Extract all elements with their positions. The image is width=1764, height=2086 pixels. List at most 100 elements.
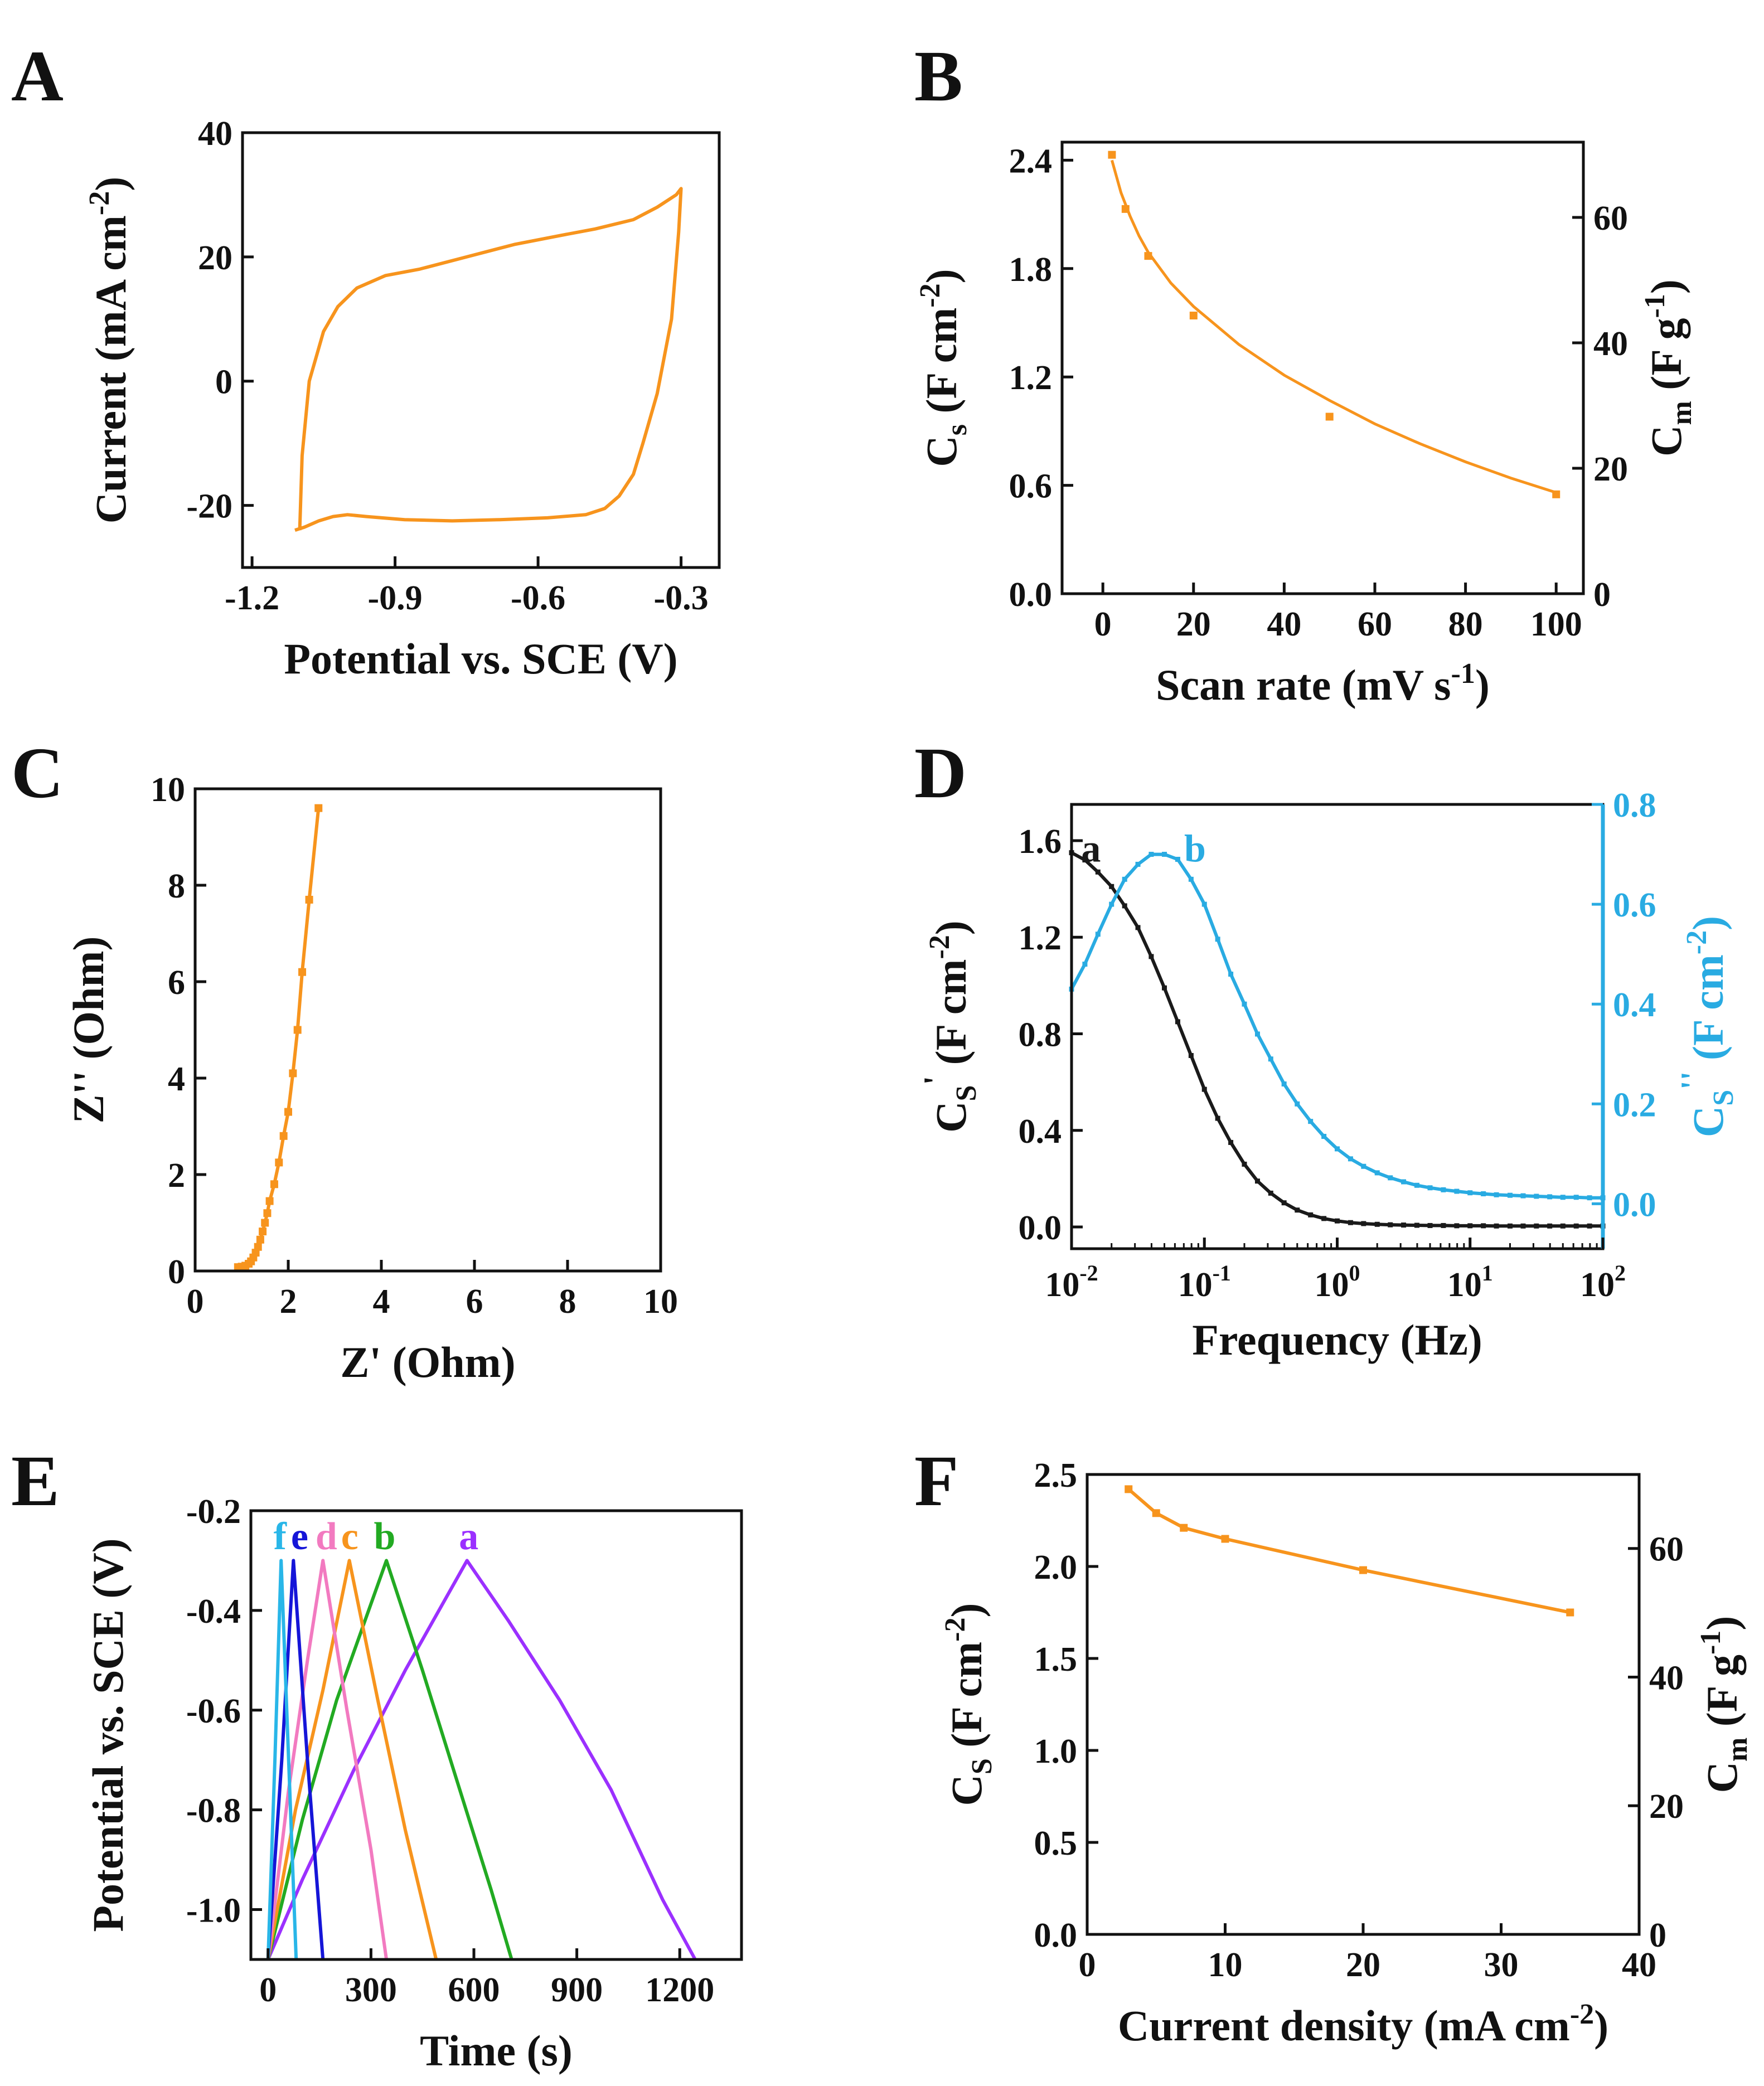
y-tick-label: 4 (168, 1060, 185, 1098)
y-tick-label: 1.8 (1009, 251, 1053, 289)
data-point (1534, 1194, 1539, 1199)
data-point (1228, 1139, 1234, 1145)
series-line-d (266, 1559, 389, 1960)
data-point (1242, 1161, 1247, 1167)
data-point (263, 1209, 272, 1217)
data-point (1325, 413, 1334, 421)
data-point (1268, 1190, 1273, 1196)
y-tick-label: 0 (168, 1253, 185, 1291)
y-tick-label: 0.8 (1019, 1016, 1062, 1054)
plot-frame (193, 787, 662, 1273)
x-tick-label: 101 (1447, 1260, 1493, 1304)
y-label-text: Z'' (Ohm) (64, 937, 113, 1124)
data-point (1359, 1566, 1367, 1574)
y-label-sub: S (966, 1758, 998, 1774)
data-point (275, 1158, 283, 1167)
x-axis-label: Frequency (Hz) (1192, 1316, 1482, 1364)
y2-label-text: C (1698, 1762, 1746, 1793)
y2-axis-label: Cm (F g-1) (1639, 279, 1698, 457)
y-axis-label: Cs (F cm-2) (914, 269, 973, 467)
annotation-e: e (291, 1515, 308, 1558)
data-point (1148, 954, 1154, 959)
x-tick-label: 80 (1448, 605, 1483, 643)
y-label-sup: -2 (84, 191, 115, 215)
y-tick-label: 2.5 (1034, 1457, 1078, 1495)
data-point (1335, 1146, 1340, 1152)
y2-tick-label: 60 (1649, 1531, 1684, 1569)
y-axis-label: Potential vs. SCE (V) (84, 1538, 132, 1932)
data-point (284, 1108, 292, 1116)
y-label-text: Potential vs. SCE (V) (84, 1538, 132, 1932)
x-tick-label: 10-2 (1045, 1260, 1098, 1304)
data-point (1335, 1218, 1340, 1224)
data-point (1427, 1185, 1433, 1191)
plot-frame (241, 131, 721, 569)
data-point (314, 804, 323, 812)
data-point (1414, 1182, 1419, 1188)
data-point (1295, 1207, 1300, 1213)
annotation-a: a (459, 1515, 478, 1558)
y2-tick-label: 40 (1593, 325, 1628, 363)
tick-exp: 1 (1482, 1260, 1493, 1285)
x-tick-label: -0.3 (654, 579, 709, 617)
data-point (1082, 857, 1088, 863)
data-point (1547, 1223, 1553, 1229)
x-tick-label: -0.6 (511, 579, 565, 617)
y-tick-label: -1.0 (186, 1892, 241, 1930)
data-point (1321, 1216, 1327, 1221)
fit-curve (1110, 159, 1557, 494)
y2-tick-label: 20 (1593, 450, 1628, 488)
x-tick-label: 0 (1094, 605, 1112, 643)
x-tick-label: 300 (345, 1971, 397, 2009)
x-tick-label: 40 (1622, 1946, 1656, 1984)
series-line-b (1070, 852, 1603, 1200)
data-point (1560, 1195, 1566, 1200)
series-line-e (266, 1559, 325, 1960)
y-tick-label: 1.5 (1034, 1641, 1078, 1678)
data-point (1388, 1222, 1393, 1228)
data-point (1454, 1223, 1460, 1229)
x-label-text: Scan rate (mV s (1156, 661, 1451, 709)
data-point (256, 1235, 264, 1244)
panel-a: A -1.2 -0.9 -0.6 -0.3 -20 0 20 40 Potential vs. S… (11, 36, 721, 683)
panel-e: E 0 300 600 900 1200 -1.0 -0.8 -0.6 -0.4 -0.2 Time … (11, 1441, 743, 2075)
x-tick-label: 30 (1484, 1946, 1519, 1984)
x-tick-label: 60 (1358, 605, 1392, 643)
x-tick-label: 10 (1208, 1946, 1243, 1984)
data-point (1348, 1220, 1353, 1225)
data-point (1401, 1179, 1407, 1185)
data-point (1520, 1223, 1526, 1229)
x-tick-label: 100 (1315, 1260, 1360, 1304)
y2-tick-label: 40 (1649, 1659, 1684, 1697)
x-label-text: Frequency (Hz) (1192, 1316, 1482, 1364)
x-tick-label: -1.2 (225, 579, 279, 617)
data-point (293, 1026, 302, 1034)
y-tick-label: 0.4 (1019, 1113, 1062, 1151)
x-tick-label: 0 (187, 1283, 204, 1321)
data-point (1414, 1223, 1419, 1228)
tick-exp: 2 (1615, 1260, 1626, 1285)
y-tick-label: 40 (198, 115, 232, 153)
data-point (1321, 1134, 1327, 1139)
plot-frame (249, 1509, 743, 1961)
y2-tick-label: 0.4 (1613, 986, 1656, 1024)
data-point (1175, 857, 1180, 862)
panel-b: B 0 20 40 60 80 100 0.0 0.6 1.2 1.8 2.4 0 20 40 60 Scan … (914, 36, 1698, 709)
data-point (1135, 925, 1141, 930)
x-tick-label: 0 (1079, 1946, 1096, 1984)
x-axis-label: Z' (Ohm) (340, 1338, 515, 1386)
panel-letter-b: B (914, 36, 963, 117)
y-label-close: ) (942, 1603, 991, 1618)
x-label-text: Current density (mA cm (1118, 2001, 1570, 2050)
annotation-d: d (316, 1515, 337, 1558)
y-label-close: ) (917, 269, 966, 283)
y2-axis-label: CS'' (F cm-2) (1674, 916, 1739, 1137)
data-point (1095, 932, 1101, 937)
y-tick-label: 1.2 (1009, 359, 1053, 397)
y-axis-label: CS (F cm-2) (939, 1603, 998, 1806)
data-point (1122, 903, 1127, 909)
y2-tick-label: 60 (1593, 200, 1628, 237)
y-tick-label: 0.6 (1009, 468, 1053, 506)
data-point (1148, 852, 1154, 857)
y2-label-close: ) (1642, 279, 1690, 294)
